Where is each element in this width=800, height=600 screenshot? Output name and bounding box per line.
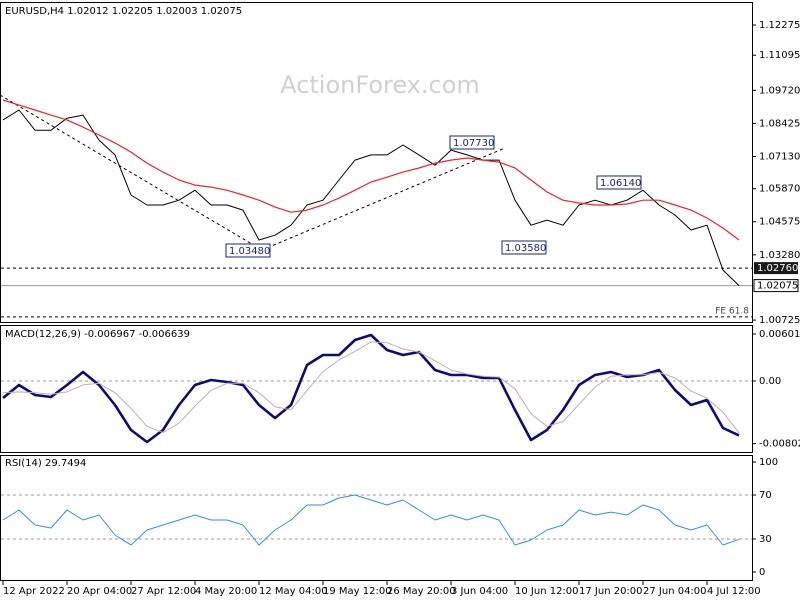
annotation: 1.03480 — [229, 246, 270, 257]
y-tick-label: 1.05870 — [759, 184, 800, 195]
series-line — [2, 99, 740, 241]
annotation: 1.03580 — [505, 243, 546, 254]
series-line — [2, 333, 740, 444]
annotation-box — [596, 175, 642, 190]
y-tick-label: 1.03280 — [759, 250, 800, 261]
x-tick-label: 10 Jun 12:00 — [515, 586, 579, 597]
annotation-box — [501, 240, 547, 255]
x-tick-label: 26 May 20:00 — [387, 586, 456, 597]
y-tick-label: 30 — [759, 534, 772, 545]
x-tick-label: 12 Apr 2022 — [3, 586, 65, 597]
trend-line — [261, 147, 506, 251]
rsi-title: RSI(14) 29.7494 — [5, 458, 86, 469]
price-panel — [0, 2, 753, 323]
y-tick-label: 70 — [759, 490, 772, 501]
x-tick-label: 3 Jun 04:00 — [451, 586, 508, 597]
annotation-box — [449, 135, 495, 150]
y-tick-label: 1.04575 — [759, 217, 800, 228]
price-title: EURUSD,H4 1.02012 1.02205 1.02003 1.0207… — [5, 6, 242, 17]
y-tick-label: 0.006018 — [759, 329, 800, 340]
y-tick-label: 1.07130 — [759, 151, 800, 162]
x-tick-label: 12 May 04:00 — [259, 586, 328, 597]
y-tick-label: 1.09720 — [759, 85, 800, 96]
y-tick-label: 1.12275 — [759, 20, 800, 31]
annotation-box — [225, 243, 271, 258]
x-tick-label: 4 May 20:00 — [195, 586, 257, 597]
y-tick-label: 0.00 — [759, 376, 781, 387]
level-box — [754, 262, 798, 275]
watermark: ActionForex.com — [280, 71, 480, 99]
series-line — [2, 109, 740, 286]
y-tick-label: 0 — [759, 567, 765, 578]
level-box — [753, 279, 799, 293]
y-tick-label: 1.08425 — [759, 118, 800, 129]
x-tick-label: 20 Apr 04:00 — [67, 586, 132, 597]
x-tick-label: 27 Apr 12:00 — [131, 586, 196, 597]
trend-line — [0, 94, 263, 251]
y-tick-label: 1.11095 — [759, 50, 800, 61]
rsi-panel — [0, 455, 753, 581]
level-label: FE 61.8 — [715, 306, 749, 316]
level-label: 1.02075 — [757, 281, 798, 292]
series-line — [2, 341, 740, 434]
x-tick-label: 27 Jun 04:00 — [643, 586, 707, 597]
annotation: 1.06140 — [600, 178, 641, 189]
annotation: 1.07730 — [453, 138, 494, 149]
macd-panel — [0, 325, 753, 453]
y-tick-label: 100 — [759, 457, 778, 468]
y-tick-label: -0.00802 — [759, 439, 800, 450]
y-tick-label: 1.00725 — [759, 315, 800, 326]
x-tick-label: 19 May 12:00 — [323, 586, 392, 597]
series-line — [2, 494, 740, 546]
macd-title: MACD(12,26,9) -0.006967 -0.006639 — [5, 329, 190, 340]
level-label: 1.02760 — [757, 263, 798, 274]
x-tick-label: 4 Jul 12:00 — [707, 586, 761, 597]
x-tick-label: 17 Jun 20:00 — [579, 586, 643, 597]
